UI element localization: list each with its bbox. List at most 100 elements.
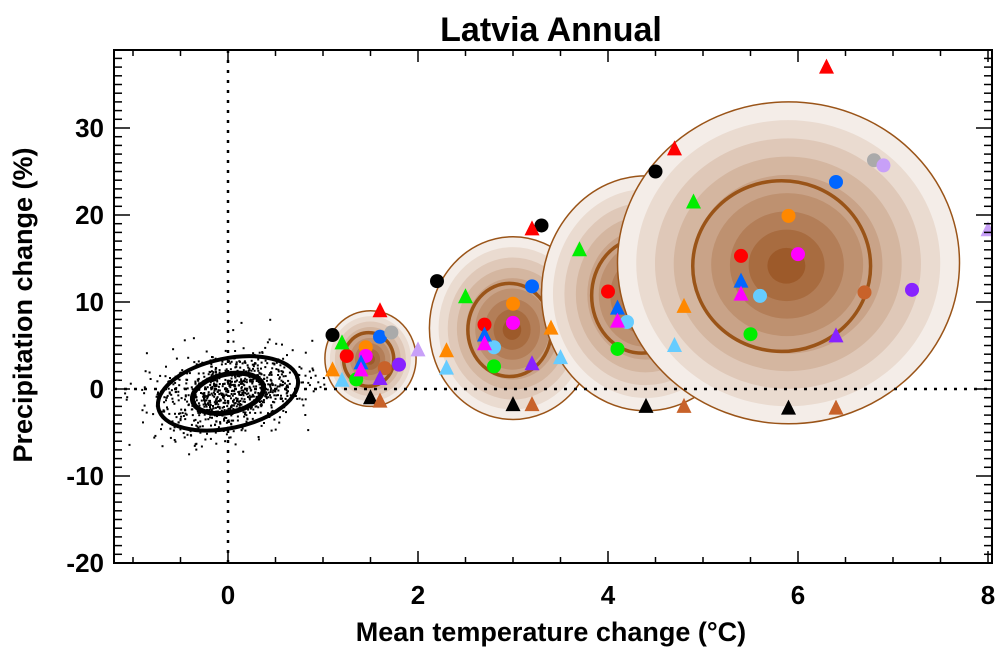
noise-point <box>168 391 171 394</box>
noise-point <box>307 429 310 432</box>
noise-point <box>252 378 255 381</box>
noise-point <box>217 389 220 392</box>
noise-point <box>285 392 288 395</box>
noise-point <box>210 392 213 395</box>
noise-point <box>253 369 256 372</box>
noise-point <box>266 362 269 365</box>
noise-point <box>204 386 207 389</box>
noise-point <box>260 361 263 364</box>
triangle-point <box>733 285 749 301</box>
outer-contour <box>155 354 301 433</box>
noise-point <box>102 435 104 437</box>
noise-point <box>209 404 212 406</box>
noise-point <box>214 403 217 406</box>
noise-point <box>240 429 243 432</box>
pdf-cloud-4 <box>616 101 961 425</box>
noise-point <box>272 389 275 392</box>
noise-point <box>225 368 228 371</box>
noise-point <box>190 408 193 411</box>
noise-point <box>194 380 197 383</box>
noise-point <box>197 411 200 414</box>
noise-point <box>242 389 245 392</box>
noise-point <box>218 369 221 372</box>
noise-point <box>217 385 220 388</box>
noise-point <box>267 412 269 415</box>
noise-point <box>282 375 285 378</box>
noise-point <box>258 371 261 374</box>
y-tick-label: 0 <box>90 374 104 404</box>
noise-point <box>214 370 217 373</box>
noise-point <box>209 401 212 404</box>
noise-point <box>205 405 208 408</box>
noise-point <box>218 389 221 392</box>
noise-point <box>184 412 187 415</box>
noise-point <box>222 401 225 404</box>
noise-point <box>240 382 242 385</box>
noise-point <box>302 404 305 407</box>
noise-point <box>284 397 287 400</box>
noise-point <box>193 419 196 422</box>
triangle-point <box>638 397 654 413</box>
noise-point <box>270 379 273 382</box>
noise-point <box>249 411 251 414</box>
noise-point <box>242 394 245 397</box>
noise-point <box>221 406 224 409</box>
noise-point <box>197 360 200 363</box>
circle-point <box>734 248 748 263</box>
noise-point <box>227 407 230 410</box>
noise-point <box>195 448 198 451</box>
noise-point <box>251 393 254 396</box>
noise-point <box>157 391 159 394</box>
noise-point <box>214 379 216 382</box>
noise-point <box>141 388 144 391</box>
noise-point <box>233 383 236 386</box>
triangle-point <box>524 396 540 412</box>
noise-point <box>199 420 202 423</box>
noise-point <box>255 380 258 382</box>
noise-point <box>277 374 280 376</box>
noise-point <box>194 443 197 446</box>
noise-point <box>217 426 220 429</box>
noise-point <box>180 397 183 400</box>
noise-point <box>242 391 245 394</box>
noise-point <box>163 396 166 399</box>
circle-point <box>905 282 919 297</box>
noise-point <box>251 417 254 420</box>
noise-point <box>212 384 215 387</box>
noise-point <box>251 395 254 398</box>
noise-point <box>312 369 315 372</box>
noise-point <box>228 395 231 398</box>
noise-point <box>251 380 254 383</box>
noise-point <box>184 408 186 411</box>
noise-point <box>282 357 285 360</box>
noise-point <box>166 394 169 397</box>
noise-point <box>264 393 267 396</box>
noise-point <box>263 401 265 404</box>
noise-point <box>214 399 217 402</box>
noise-point <box>182 415 185 417</box>
circle-point <box>791 247 805 262</box>
circle-point <box>876 158 891 173</box>
noise-point <box>249 378 252 381</box>
noise-point <box>173 426 176 429</box>
triangle-point <box>781 399 796 415</box>
noise-point <box>286 391 289 394</box>
circle-point <box>829 174 843 189</box>
noise-point <box>183 339 186 342</box>
noise-point <box>281 397 283 400</box>
noise-point <box>180 408 183 411</box>
noise-point <box>224 402 227 405</box>
noise-point <box>213 389 216 392</box>
noise-point <box>230 419 233 422</box>
noise-point <box>267 383 270 386</box>
y-tick-label: 30 <box>75 113 104 143</box>
noise-point <box>224 349 227 352</box>
noise-point <box>218 406 221 409</box>
noise-point <box>223 418 225 421</box>
noise-point <box>210 365 213 368</box>
noise-point <box>287 379 290 382</box>
noise-point <box>233 390 236 393</box>
noise-point <box>238 404 241 407</box>
noise-point <box>189 434 192 437</box>
chart-title: Latvia Annual <box>440 11 662 49</box>
